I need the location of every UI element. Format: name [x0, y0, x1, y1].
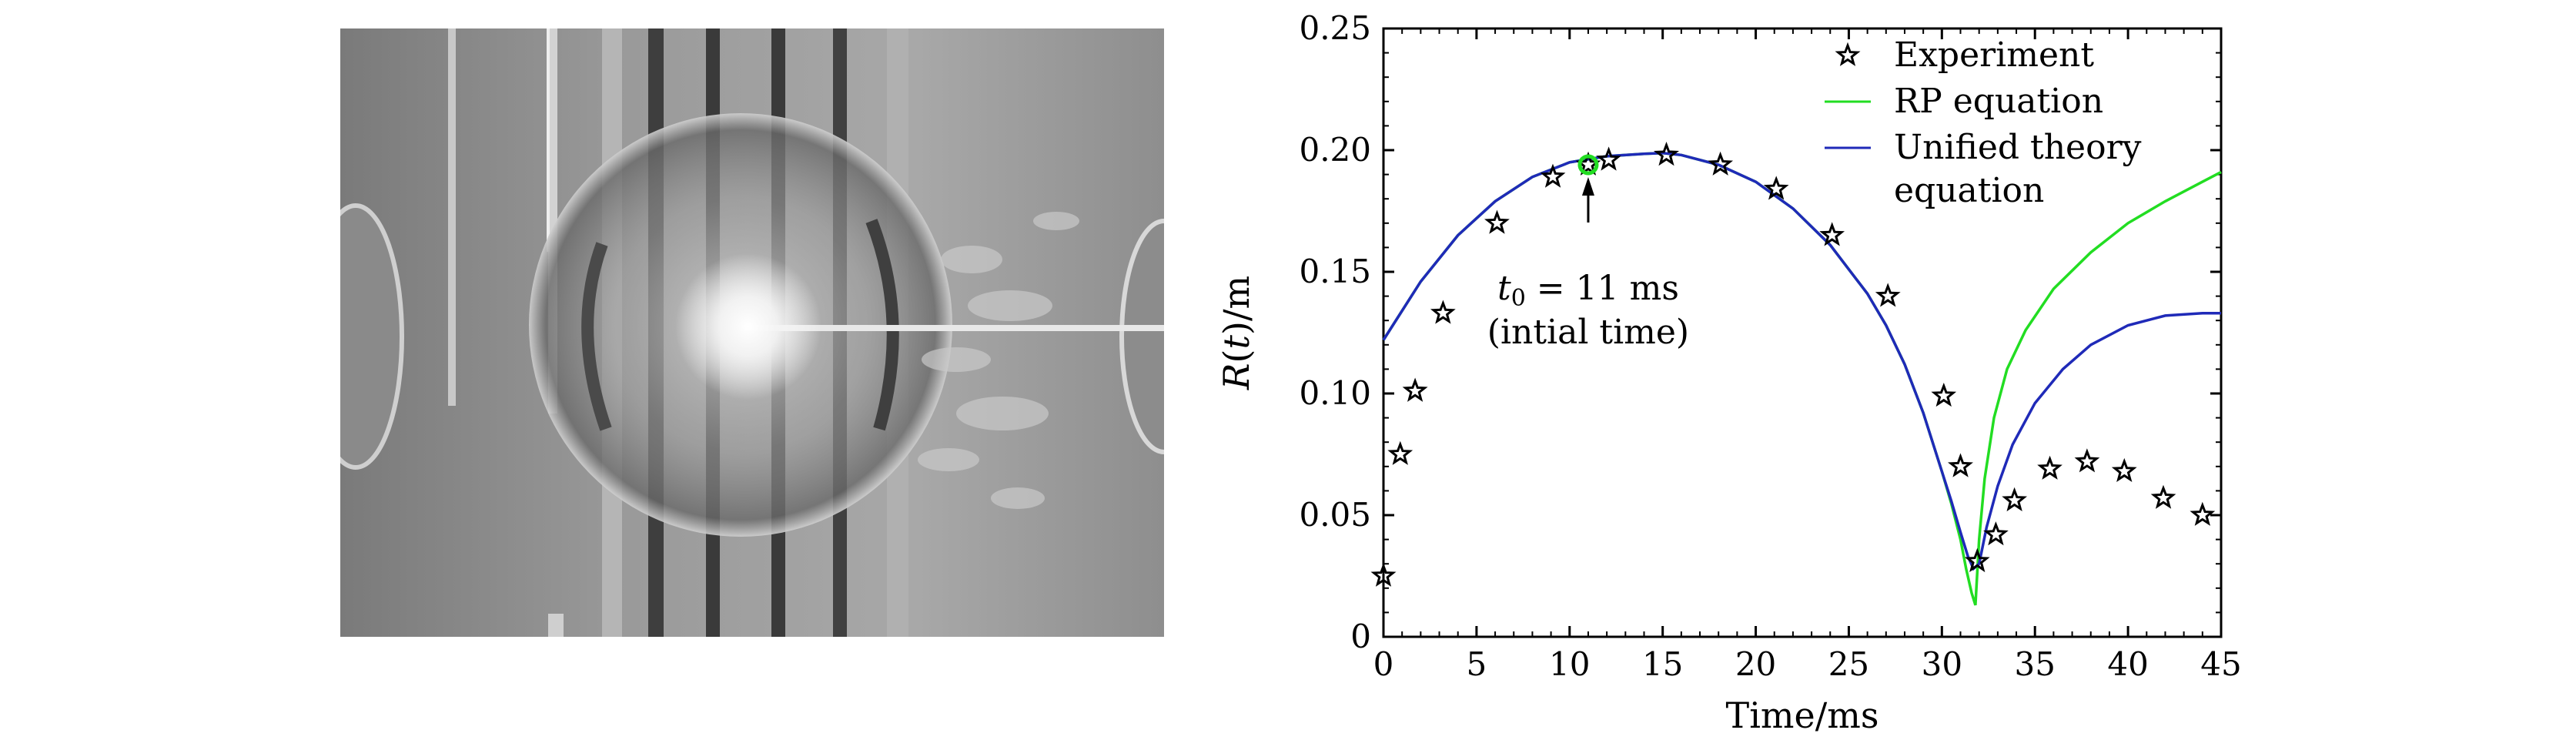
- star-point: [1540, 163, 1566, 188]
- legend-label-unified: Unified theory: [1894, 128, 2142, 167]
- bubble-bar-distortion-left: [581, 242, 612, 431]
- y-ticks: 0 0.05 0.10 0.15 0.20 0.25: [1299, 9, 2221, 655]
- star-point: [1596, 146, 1621, 171]
- star-point: [1484, 209, 1510, 234]
- legend-label-unified-cont: equation: [1894, 171, 2044, 210]
- star-point: [1402, 377, 1428, 402]
- star-point: [2190, 501, 2216, 526]
- y-tick-label: 0.25: [1299, 9, 1371, 47]
- probe-1: [448, 28, 456, 406]
- star-point: [1875, 283, 1901, 307]
- series-markers: [1370, 141, 2216, 587]
- x-tick-label: 25: [1828, 645, 1869, 683]
- x-ticks: 0 5 10 15 20 25 30 35 40 45: [1373, 28, 2242, 683]
- star-point: [1964, 547, 1990, 573]
- star-point: [2037, 455, 2062, 480]
- x-tick-label: 30: [1922, 645, 1962, 683]
- star-point: [1708, 151, 1734, 176]
- x-tick-label: 5: [1467, 645, 1487, 683]
- annotation: t0 = 11 ms (intial time): [1487, 154, 1689, 352]
- anno-rest: = 11 ms: [1526, 269, 1679, 308]
- y-tick-label: 0: [1350, 618, 1371, 655]
- y-tick-label: 0.15: [1299, 253, 1371, 290]
- anno-var: t: [1497, 269, 1511, 308]
- y-tick-label: 0.20: [1299, 131, 1371, 169]
- x-tick-label: 40: [2107, 645, 2148, 683]
- star-point: [1370, 562, 1397, 587]
- plot-frame: [1382, 27, 2223, 638]
- experiment-photo: [340, 28, 1164, 637]
- star-point: [1948, 453, 1973, 477]
- y-tick-label: 0.05: [1299, 496, 1371, 534]
- probe-base: [548, 614, 564, 637]
- plot-area: [1382, 27, 2223, 638]
- initial-time-marker: [1577, 154, 1599, 176]
- x-axis-label: Time/ms: [1726, 695, 1879, 736]
- star-point: [2150, 484, 2176, 509]
- star-point: [1430, 300, 1456, 324]
- left-window: [340, 203, 404, 470]
- star-point: [2074, 448, 2100, 473]
- legend-star-marker: [1835, 42, 1861, 66]
- y-label-unit: /m: [1216, 276, 1257, 321]
- x-tick-label: 15: [1642, 645, 1683, 683]
- star-point: [1819, 222, 1845, 246]
- flash: [675, 253, 821, 400]
- y-tick-label: 0.10: [1299, 374, 1371, 412]
- star-point: [2111, 457, 2137, 483]
- x-tick-label: 20: [1735, 645, 1776, 683]
- right-window: [1119, 219, 1164, 454]
- legend-item-unified: Unified theory equation: [1825, 128, 2142, 210]
- series-line-2: [1382, 152, 2221, 571]
- series-line-1: [1382, 152, 2222, 606]
- star-point: [2002, 487, 2028, 512]
- wire: [741, 325, 1164, 331]
- legend-item-experiment: Experiment: [1835, 35, 2094, 75]
- legend-label-experiment: Experiment: [1894, 35, 2094, 75]
- star-point: [1983, 521, 2009, 546]
- anno-sub: 0: [1511, 285, 1526, 312]
- legend-label-rp: RP equation: [1894, 82, 2103, 121]
- star-point: [1654, 141, 1679, 166]
- y-axis-label: R(t)/m: [1216, 276, 1257, 390]
- series-lines: [1382, 152, 2222, 606]
- x-tick-label: 35: [2014, 645, 2055, 683]
- annotation-text-line2: (intial time): [1487, 313, 1689, 352]
- x-tick-label: 45: [2200, 645, 2241, 683]
- annotation-text-line1: t0 = 11 ms: [1497, 269, 1679, 312]
- probe-2-highlight: [547, 28, 550, 252]
- annotation-arrowhead: [1581, 176, 1594, 196]
- star-point: [1763, 176, 1789, 200]
- y-label-main: R: [1216, 363, 1257, 390]
- legend-item-rp: RP equation: [1825, 82, 2103, 121]
- turbulence: [918, 212, 1079, 509]
- star-point: [1931, 382, 1957, 407]
- bubble-bar-distortion-right: [865, 219, 899, 431]
- x-tick-label: 10: [1549, 645, 1590, 683]
- y-label-var: t: [1216, 334, 1257, 349]
- legend: Experiment RP equation Unified theory eq…: [1825, 35, 2142, 210]
- x-tick-label: 0: [1373, 645, 1394, 683]
- star-point: [1387, 440, 1413, 465]
